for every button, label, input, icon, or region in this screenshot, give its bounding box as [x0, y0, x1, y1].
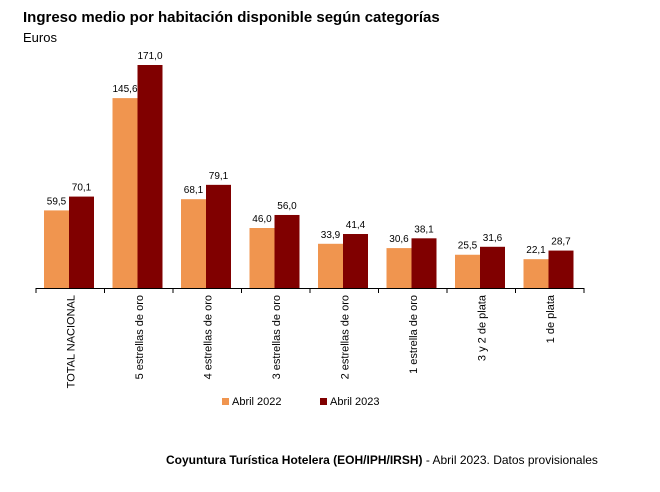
source-details: - Abril 2023. Datos provisionales	[422, 453, 598, 467]
category-label: 2 estrellas de oro	[339, 295, 351, 379]
legend-label: Abril 2023	[330, 396, 380, 408]
legend-swatch	[320, 398, 327, 405]
bar-abril-2022	[44, 210, 69, 288]
data-label: 70,1	[72, 183, 92, 194]
bar-abril-2022	[181, 199, 206, 288]
bar-abril-2022	[249, 228, 275, 288]
data-label: 33,9	[321, 230, 341, 241]
category-label: 3 estrellas de oro	[271, 295, 283, 379]
data-label: 68,1	[184, 185, 204, 196]
bar-abril-2022	[523, 259, 549, 288]
data-label: 145,6	[112, 84, 137, 95]
data-label: 41,4	[346, 220, 366, 231]
data-label: 46,0	[252, 214, 272, 225]
chart-title: Ingreso medio por habitación disponible …	[23, 9, 440, 26]
legend-swatch	[222, 398, 229, 405]
bar-abril-2022	[386, 248, 412, 288]
source-name: Coyuntura Turística Hotelera (EOH/IPH/IR…	[166, 453, 423, 467]
bar-abril-2023	[69, 196, 94, 288]
data-label: 38,1	[414, 224, 434, 235]
data-label: 22,1	[526, 245, 546, 256]
legend-label: Abril 2022	[232, 396, 282, 408]
data-label: 31,6	[483, 233, 503, 244]
source-footer: Coyuntura Turística Hotelera (EOH/IPH/IR…	[166, 453, 598, 467]
bar-abril-2022	[455, 254, 480, 288]
category-label: 5 estrellas de oro	[134, 295, 146, 379]
bar-abril-2023	[343, 234, 368, 288]
data-label: 28,7	[551, 237, 571, 248]
data-label: 59,5	[47, 196, 67, 207]
bar-abril-2023	[411, 238, 437, 288]
bar-abril-2023	[274, 214, 300, 288]
data-label: 56,0	[277, 201, 297, 212]
data-label: 30,6	[389, 234, 409, 245]
bar-abril-2023	[137, 65, 163, 288]
bar-abril-2023	[206, 184, 231, 288]
data-label: 25,5	[458, 241, 478, 252]
chart-subtitle: Euros	[23, 30, 57, 45]
bar-abril-2023	[548, 250, 574, 288]
bar-abril-2022	[318, 243, 343, 288]
bar-abril-2023	[480, 246, 505, 288]
category-label: TOTAL NACIONAL	[65, 295, 77, 388]
category-label: 3 y 2 de plata	[476, 294, 488, 361]
category-label: 4 estrellas de oro	[202, 295, 214, 379]
category-label: 1 estrella de oro	[408, 295, 420, 374]
category-label: 1 de plata	[545, 294, 557, 343]
data-label: 79,1	[209, 171, 229, 182]
bar-abril-2022	[112, 98, 138, 288]
data-label: 171,0	[137, 51, 162, 62]
